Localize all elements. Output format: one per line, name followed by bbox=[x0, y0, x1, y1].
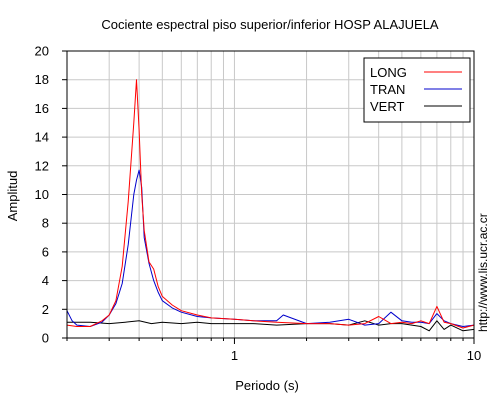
x-tick-label: 10 bbox=[467, 348, 481, 363]
x-axis-label: Periodo (s) bbox=[235, 378, 299, 393]
y-tick-label: 10 bbox=[35, 187, 49, 202]
series-line-tran bbox=[66, 169, 475, 327]
legend-label-tran: TRAN bbox=[370, 82, 405, 97]
y-tick-label: 12 bbox=[35, 158, 49, 173]
legend: LONG TRAN VERT bbox=[363, 57, 471, 123]
x-axis-ticks: 1 10 bbox=[66, 338, 481, 363]
y-tick-label: 8 bbox=[42, 216, 49, 231]
watermark-url: http://www.lis.ucr.ac.cr bbox=[476, 213, 490, 332]
series-group bbox=[66, 79, 475, 332]
y-tick-label: 0 bbox=[42, 331, 49, 346]
legend-label-vert: VERT bbox=[370, 99, 404, 114]
legend-label-long: LONG bbox=[370, 65, 407, 80]
y-tick-label: 16 bbox=[35, 101, 49, 116]
y-tick-label: 18 bbox=[35, 72, 49, 87]
x-tick-label: 1 bbox=[231, 348, 238, 363]
series-line-long bbox=[66, 79, 475, 329]
y-axis-ticks: 0 2 4 6 8 10 12 14 16 18 20 bbox=[35, 44, 67, 346]
y-tick-label: 20 bbox=[35, 44, 49, 59]
legend-box bbox=[363, 57, 471, 123]
y-tick-label: 2 bbox=[42, 302, 49, 317]
chart-title: Cociente espectral piso superior/inferio… bbox=[101, 17, 439, 32]
y-tick-label: 4 bbox=[42, 273, 49, 288]
y-tick-label: 6 bbox=[42, 244, 49, 259]
y-tick-label: 14 bbox=[35, 130, 49, 145]
y-axis-label: Amplitud bbox=[5, 171, 20, 222]
